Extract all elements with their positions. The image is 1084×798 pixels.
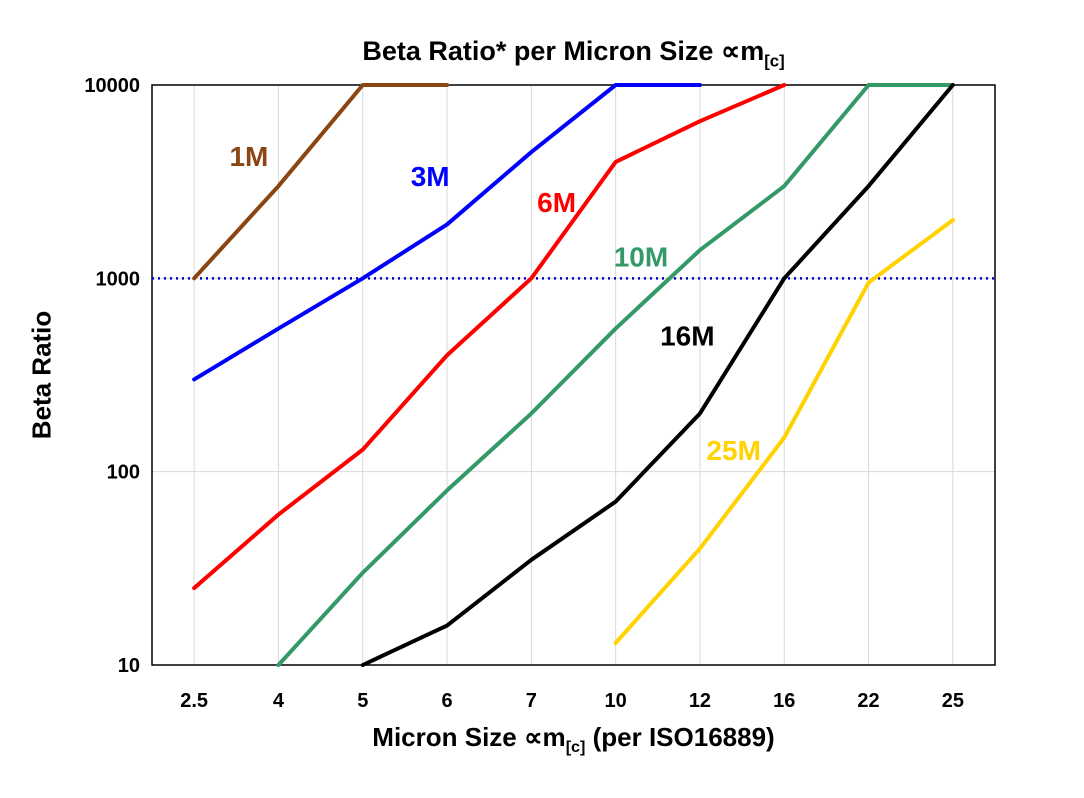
y-tick-label: 100	[107, 462, 140, 484]
x-tick-label: 22	[857, 690, 879, 712]
x-axis-title-symbol: ∝m	[523, 722, 566, 752]
chart-title: Beta Ratio* per Micron Size ∝m[c]	[152, 36, 995, 71]
x-tick-label: 4	[273, 690, 285, 712]
y-tick-label: 10000	[84, 75, 140, 97]
series-label-10M: 10M	[614, 242, 668, 273]
x-tick-label: 16	[773, 690, 795, 712]
series-line-1M	[192, 83, 450, 281]
x-tick-label: 12	[689, 690, 711, 712]
series-line-16M	[360, 83, 955, 667]
y-axis-title: Beta Ratio	[26, 310, 57, 440]
series-line-3M	[192, 83, 702, 382]
series-line-6M	[192, 83, 787, 591]
x-axis-title-suffix: (per ISO16889)	[585, 722, 775, 752]
series-label-6M: 6M	[537, 187, 576, 218]
x-tick-label: 7	[526, 690, 537, 712]
x-axis-title-subscript: [c]	[565, 738, 586, 757]
x-tick-label: 6	[441, 690, 452, 712]
x-tick-label: 5	[357, 690, 368, 712]
chart-title-text: Beta Ratio* per Micron Size	[362, 36, 721, 66]
series-label-25M: 25M	[706, 435, 760, 466]
y-tick-label: 10	[118, 655, 140, 677]
x-axis-title-text: Micron Size	[372, 722, 524, 752]
chart-title-subscript: [c]	[764, 51, 785, 71]
series-line-10M	[276, 83, 955, 667]
series-label-16M: 16M	[660, 320, 714, 351]
x-tick-label: 25	[942, 690, 964, 712]
plot-border	[151, 84, 996, 666]
x-axis-title: Micron Size ∝m[c] (per ISO16889)	[152, 722, 995, 757]
series-label-3M: 3M	[411, 161, 450, 192]
series-line-25M	[613, 218, 955, 645]
chart-title-symbol: ∝m	[720, 36, 765, 66]
series-label-1M: 1M	[229, 141, 268, 172]
y-tick-label: 1000	[96, 268, 141, 290]
x-tick-label: 10	[605, 690, 627, 712]
x-tick-label: 2.5	[180, 690, 208, 712]
